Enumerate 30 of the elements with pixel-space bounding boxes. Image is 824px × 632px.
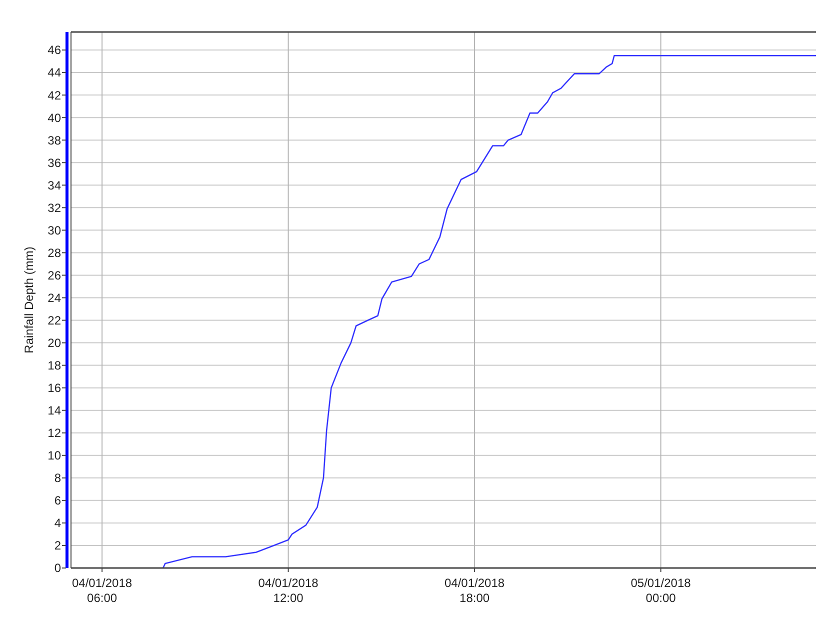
x-tick-label: 04/01/2018 06:00: [72, 576, 132, 605]
y-tick-label: 28: [48, 246, 62, 260]
y-tick-label: 24: [48, 290, 62, 305]
y-tick-label: 30: [48, 223, 62, 238]
y-tick-label: 34: [48, 178, 62, 192]
y-tick-label: 20: [48, 336, 62, 350]
y-tick-label: 2: [54, 538, 62, 553]
y-tick-label: 4: [54, 516, 62, 530]
y-tick-label: 26: [48, 268, 62, 282]
y-tick-label: 8: [54, 471, 62, 486]
x-tick-label: 04/01/2018 18:00: [444, 576, 505, 605]
y-tick-label: 22: [48, 313, 62, 328]
y-tick-label: 6: [54, 494, 62, 508]
y-tick-label: 10: [48, 448, 62, 463]
y-tick-label: 44: [48, 66, 62, 80]
y-tick-label: 0: [54, 561, 62, 576]
y-tick-label: 18: [48, 358, 62, 373]
y-tick-label: 12: [48, 426, 62, 440]
y-tick-label: 46: [48, 43, 62, 58]
y-tick-label: 40: [48, 110, 62, 125]
y-tick-label: 16: [48, 381, 62, 396]
line-series: [162, 54, 816, 568]
y-tick-label: 42: [48, 88, 62, 102]
x-tick-label: 05/01/2018 00:00: [630, 576, 692, 605]
y-tick-label: 14: [48, 404, 62, 418]
y-tick-label: 36: [48, 156, 62, 170]
y-tick-label: 38: [48, 133, 62, 148]
y-tick-label: 32: [48, 200, 62, 215]
y-axis-title: Rainfall Depth (mm): [22, 246, 36, 354]
x-tick-label: 04/01/2018 12:00: [258, 576, 319, 605]
